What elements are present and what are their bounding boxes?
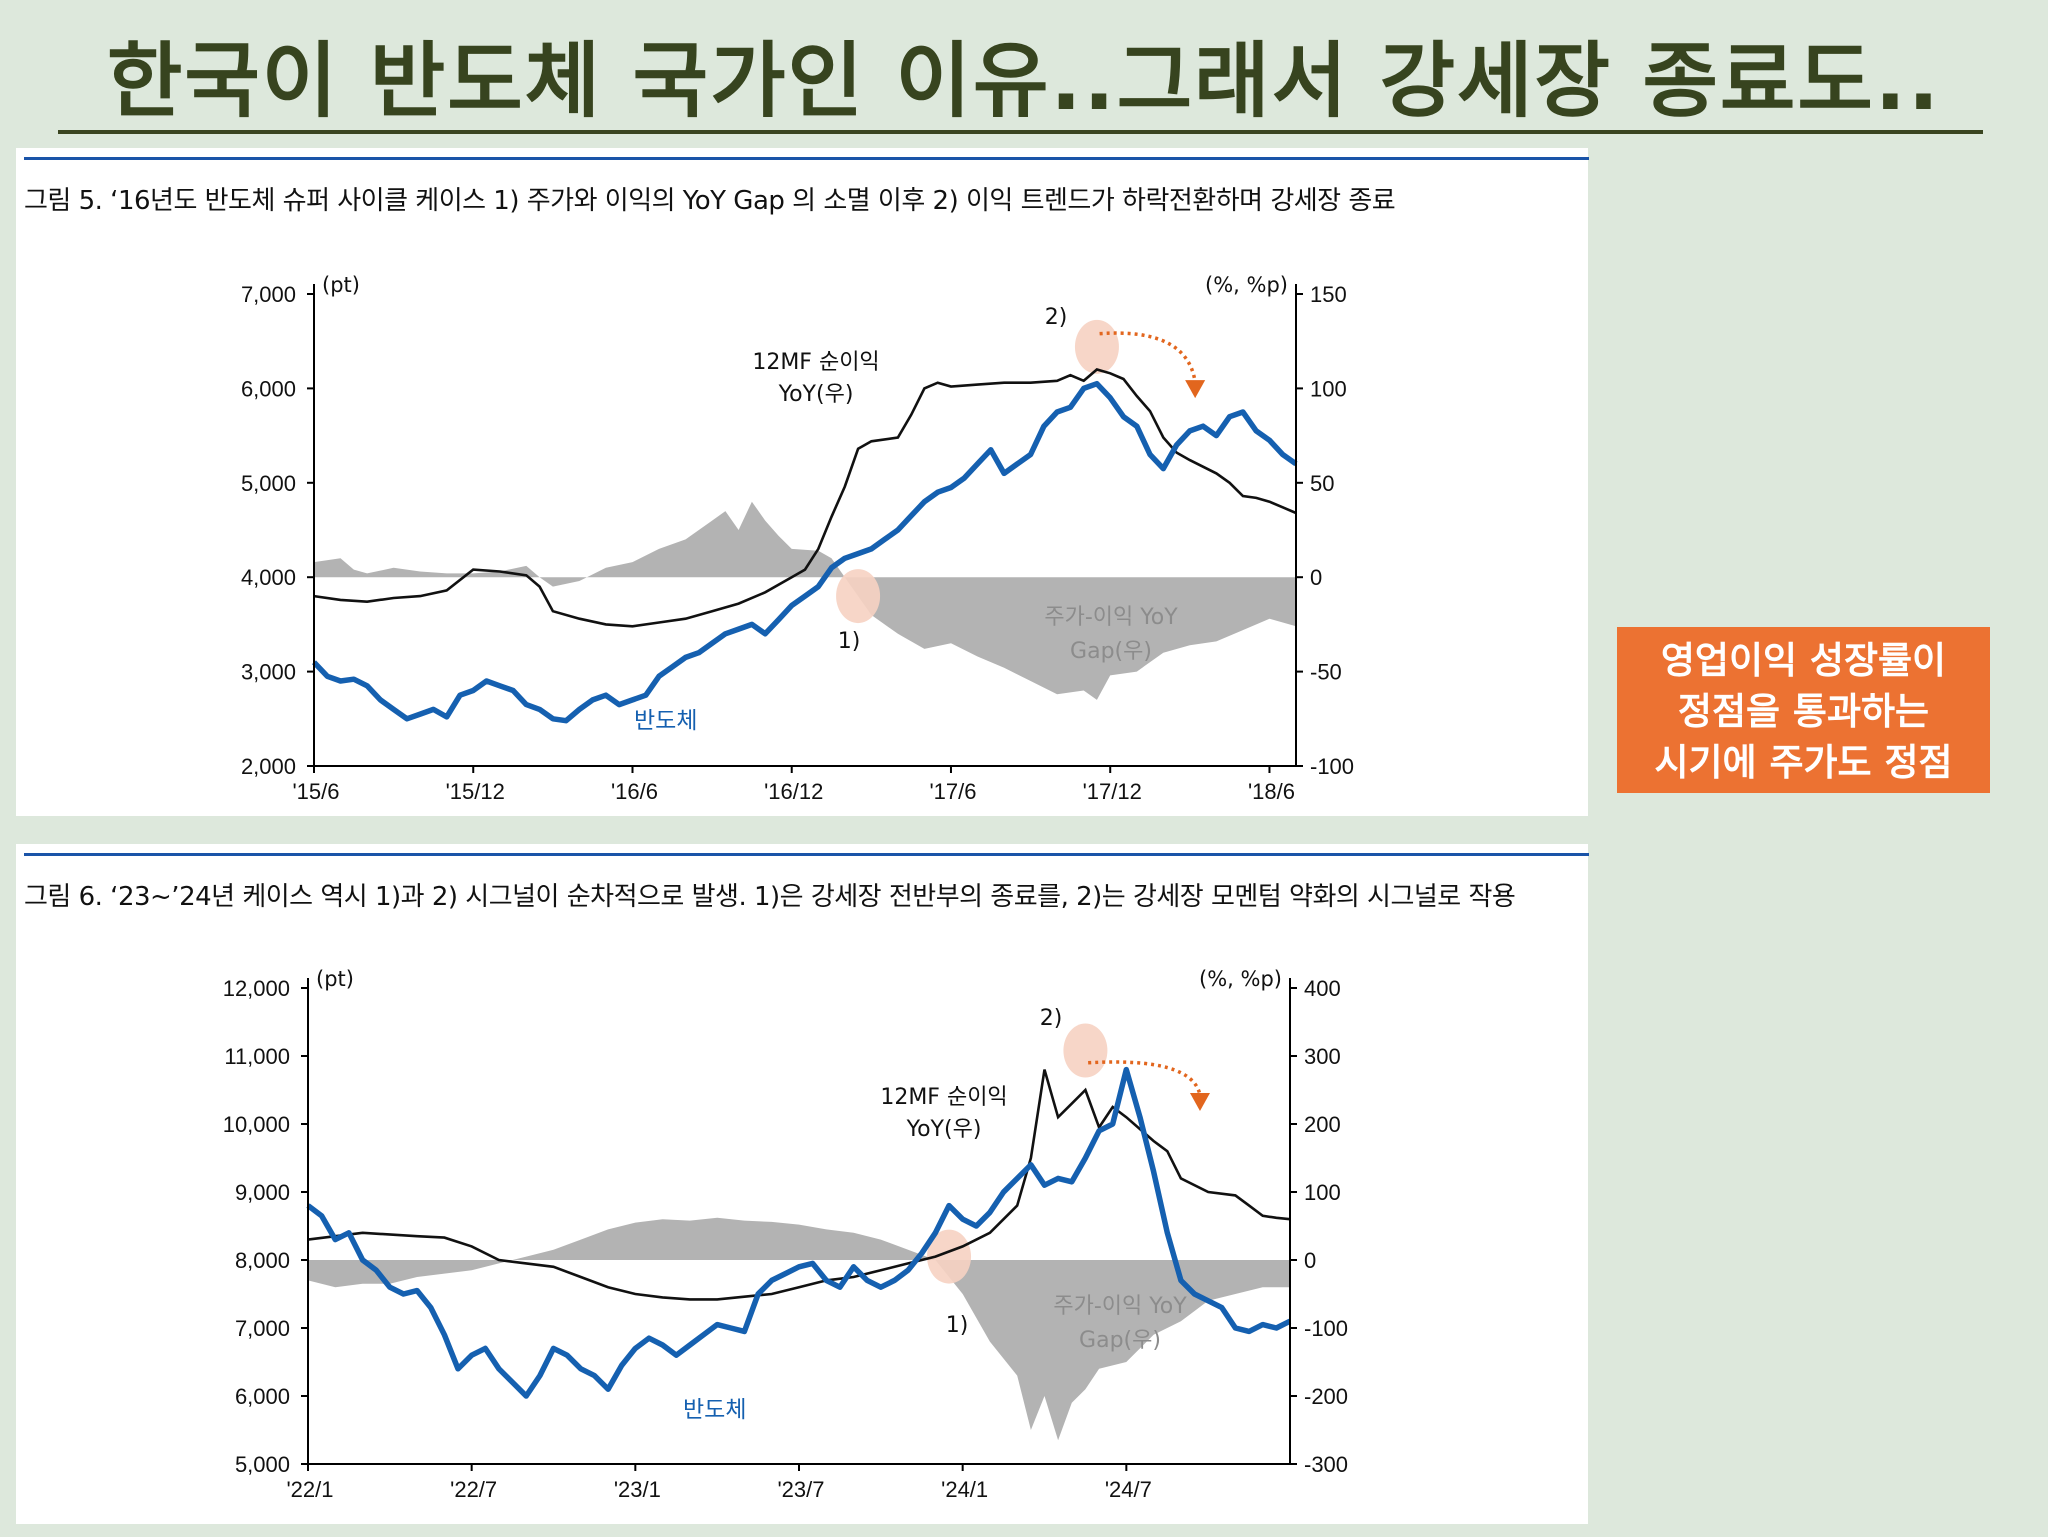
x-tick-label: '22/1 (286, 1477, 333, 1502)
signal-2-marker (1063, 1023, 1108, 1078)
right-tick-label: -50 (1310, 660, 1342, 685)
signal-1-marker (927, 1229, 972, 1284)
chart-caption: 그림 5. ‘16년도 반도체 슈퍼 사이클 케이스 1) 주가와 이익의 Yo… (24, 186, 1396, 216)
x-tick-label: '17/6 (929, 779, 976, 804)
left-tick-label: 4,000 (241, 565, 296, 590)
left-tick-label: 11,000 (224, 1044, 290, 1069)
earnings-yoy-line (313, 368, 1297, 628)
gap-series-label: Gap(우) (1070, 639, 1152, 664)
gap-series-label: Gap(우) (1079, 1328, 1161, 1353)
earnings-series-label: YoY(우) (778, 382, 854, 407)
left-tick-label: 5,000 (235, 1452, 290, 1477)
trend-arrow-dots (1088, 1060, 1202, 1096)
left-tick-label: 5,000 (241, 471, 296, 496)
right-tick-label: 200 (1304, 1112, 1341, 1137)
trend-arrow-head (1185, 380, 1206, 399)
chart-panel-1: 그림 5. ‘16년도 반도체 슈퍼 사이클 케이스 1) 주가와 이익의 Yo… (16, 148, 1589, 816)
right-tick-label: 0 (1304, 1248, 1316, 1273)
right-tick-label: 100 (1310, 376, 1347, 401)
price-series-label: 반도체 (683, 1397, 746, 1423)
earnings-series-label: 12MF 순이익 (880, 1085, 1007, 1110)
x-tick-label: '22/7 (450, 1477, 497, 1502)
chart-svg-1: 7,000 6,000 5,000 4,000 3,000 2,000 150 100 50 0 -… (241, 273, 1354, 804)
earnings-series-label: YoY(우) (906, 1117, 982, 1142)
left-tick-label: 6,000 (235, 1384, 290, 1409)
price-line (311, 380, 1298, 724)
signal-2-label: 2) (1040, 1006, 1063, 1031)
left-tick-label: 7,000 (235, 1316, 290, 1341)
trend-arrow-dots (1099, 331, 1197, 383)
signal-1-marker (836, 569, 881, 624)
gap-area (314, 501, 1296, 700)
x-tick-label: '18/6 (1248, 779, 1295, 804)
x-tick-label: '24/1 (941, 1477, 988, 1502)
gap-area (308, 1217, 1290, 1441)
callout-line: 영업이익 성장률이 (1660, 639, 1947, 682)
right-tick-label: 400 (1304, 976, 1341, 1001)
x-tick-label: '17/12 (1083, 779, 1142, 804)
right-unit-label: (%, %p) (1199, 967, 1282, 991)
left-tick-label: 8,000 (235, 1248, 290, 1273)
gap-series-label: 주가-이익 YoY (1044, 605, 1178, 630)
x-tick-label: '15/12 (446, 779, 505, 804)
x-tick-label: '16/6 (611, 779, 658, 804)
left-tick-label: 7,000 (241, 282, 296, 307)
price-line (306, 1066, 1292, 1399)
x-tick-label: '23/1 (614, 1477, 661, 1502)
chart-svg-2: 12,000 11,000 10,000 9,000 8,000 7,000 6,000 5,… (223, 967, 1348, 1502)
earnings-yoy-line (307, 1069, 1291, 1301)
chart-caption: 그림 6. ‘23~’24년 케이스 역시 1)과 2) 시그널이 순차적으로 … (24, 882, 1516, 912)
panel-rule (24, 157, 1589, 160)
signal-2-marker (1074, 319, 1119, 374)
earnings-series-label: 12MF 순이익 (752, 350, 879, 375)
panel-rule (24, 853, 1589, 856)
title-underline (58, 130, 1983, 134)
left-tick-label: 9,000 (235, 1180, 290, 1205)
right-unit-label: (%, %p) (1205, 273, 1288, 297)
page-title: 한국이 반도체 국가인 이유..그래서 강세장 종료도.. (106, 34, 1942, 129)
price-series-label: 반도체 (634, 708, 697, 734)
x-tick-label: '23/7 (777, 1477, 824, 1502)
trend-arrow-head (1189, 1092, 1210, 1111)
gap-series-label: 주가-이익 YoY (1053, 1294, 1187, 1319)
x-tick-label: '15/6 (292, 779, 339, 804)
chart-panel-2: 그림 6. ‘23~’24년 케이스 역시 1)과 2) 시그널이 순차적으로 … (16, 844, 1589, 1524)
x-tick-label: '16/12 (764, 779, 823, 804)
signal-2-label: 2) (1045, 305, 1068, 330)
callout-box: 영업이익 성장률이 정점을 통과하는 시기에 주가도 정점 (1617, 627, 1990, 793)
left-tick-label: 6,000 (241, 376, 296, 401)
right-tick-label: 150 (1310, 282, 1347, 307)
right-tick-label: -200 (1304, 1384, 1348, 1409)
left-unit-label: (pt) (322, 273, 360, 297)
right-tick-label: 100 (1304, 1180, 1341, 1205)
callout-line: 정점을 통과하는 (1677, 690, 1930, 733)
right-tick-label: 0 (1310, 565, 1322, 590)
left-tick-label: 12,000 (223, 976, 290, 1001)
left-tick-label: 3,000 (241, 660, 296, 685)
callout-line: 시기에 주가도 정점 (1654, 741, 1953, 784)
right-tick-label: -100 (1310, 754, 1354, 779)
left-tick-label: 2,000 (241, 754, 296, 779)
x-tick-label: '24/7 (1105, 1477, 1152, 1502)
right-tick-label: 300 (1304, 1044, 1341, 1069)
signal-1-label: 1) (946, 1313, 969, 1338)
right-tick-label: -300 (1304, 1452, 1348, 1477)
left-unit-label: (pt) (316, 967, 354, 991)
right-tick-label: 50 (1310, 471, 1334, 496)
signal-1-label: 1) (838, 629, 861, 654)
right-tick-label: -100 (1304, 1316, 1348, 1341)
left-tick-label: 10,000 (223, 1112, 290, 1137)
